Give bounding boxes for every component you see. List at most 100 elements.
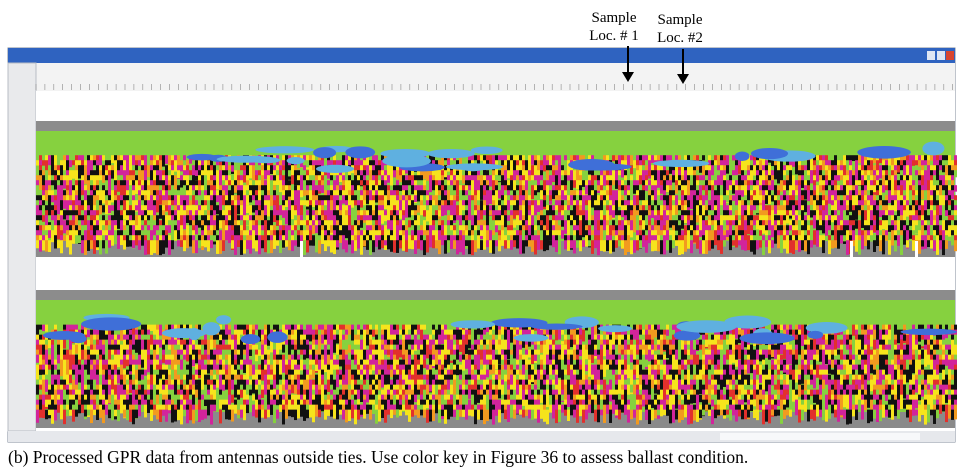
gpr-cell — [675, 220, 678, 230]
gpr-cell — [183, 235, 186, 241]
gpr-cell — [720, 205, 723, 215]
gpr-cell — [45, 355, 48, 365]
gpr-cell — [384, 240, 387, 245]
gpr-cell — [642, 235, 645, 247]
minimize-button[interactable] — [927, 51, 935, 60]
gpr-cell — [645, 240, 648, 253]
gpr-cell — [300, 190, 303, 197]
gpr-cell — [150, 160, 153, 166]
gpr-cell — [906, 240, 909, 247]
gpr-cell — [51, 410, 54, 424]
gpr-cell — [630, 240, 633, 254]
gpr-cell — [45, 240, 48, 251]
gpr-cell — [261, 195, 264, 207]
gpr-cell — [204, 175, 207, 188]
gpr-cell — [468, 240, 471, 254]
gpr-cell — [390, 180, 393, 185]
gpr-cell — [354, 240, 357, 251]
gpr-cell — [159, 195, 162, 204]
gpr-cell — [699, 220, 702, 225]
gpr-cell — [918, 155, 921, 160]
gpr-cell — [339, 175, 342, 182]
gpr-cell — [729, 170, 732, 175]
gpr-cell — [282, 190, 285, 195]
gpr-cell — [678, 195, 681, 201]
gpr-cell — [297, 225, 300, 231]
gpr-cell — [357, 185, 360, 191]
gpr-cell — [540, 230, 543, 239]
gpr-cell — [51, 205, 54, 210]
gpr-cell — [888, 195, 891, 203]
gpr-cell — [219, 240, 222, 254]
gpr-cell — [123, 230, 126, 235]
gpr-cell — [126, 195, 129, 200]
gpr-cell — [813, 230, 816, 244]
gpr-cell — [822, 210, 825, 215]
scroll-thumb[interactable] — [720, 433, 920, 440]
gpr-cell — [732, 185, 735, 194]
gpr-cell — [363, 215, 366, 220]
gpr-cell — [63, 410, 66, 425]
gpr-cell — [867, 240, 870, 249]
gpr-cell — [612, 230, 615, 236]
gpr-cell — [180, 240, 183, 247]
gpr-cell — [408, 210, 411, 217]
gpr-cell — [138, 240, 141, 250]
gpr-cell — [723, 175, 726, 180]
gpr-cell — [486, 240, 489, 247]
gpr-cell — [936, 190, 939, 196]
gpr-cell — [693, 215, 696, 226]
gpr-cell — [936, 220, 939, 226]
gpr-cell — [537, 205, 540, 212]
gpr-cell — [81, 155, 84, 160]
gpr-cell — [936, 175, 939, 181]
gpr-cell — [462, 185, 465, 191]
gpr-cell — [66, 240, 69, 247]
gpr-cell — [858, 240, 861, 254]
gpr-cell — [837, 185, 840, 191]
gpr-cell — [468, 230, 471, 235]
gpr-cell — [45, 400, 48, 407]
gpr-cell — [312, 225, 315, 234]
gpr-cell — [483, 190, 486, 196]
gpr-cell — [318, 160, 321, 165]
gpr-cell — [738, 165, 741, 174]
gpr-cell — [600, 205, 603, 210]
maximize-button[interactable] — [937, 51, 945, 60]
gpr-cell — [192, 240, 195, 253]
gpr-cell — [855, 220, 858, 229]
gpr-band — [36, 290, 955, 300]
gpr-cell — [843, 225, 846, 231]
gpr-cell — [351, 240, 354, 253]
gpr-cell — [147, 230, 150, 241]
gpr-cell — [105, 240, 108, 253]
gpr-cell — [654, 170, 657, 181]
gpr-cell — [159, 240, 162, 255]
gpr-cell — [345, 240, 348, 252]
gpr-cell — [117, 155, 120, 161]
gpr-cell — [69, 355, 72, 361]
gpr-cell — [90, 190, 93, 196]
gpr-cell — [702, 240, 705, 254]
gpr-cell — [573, 240, 576, 253]
gpr-cell — [87, 190, 90, 195]
close-button[interactable] — [946, 51, 954, 60]
gpr-cell — [54, 165, 57, 170]
gpr-cell — [921, 240, 924, 246]
gpr-cell — [735, 165, 738, 175]
gpr-cell — [711, 240, 714, 249]
gpr-cell — [255, 195, 258, 201]
gpr-cell — [747, 225, 750, 234]
gpr-cell — [480, 185, 483, 200]
gpr-cell — [771, 240, 774, 248]
gpr-cell — [558, 240, 561, 254]
gpr-cell — [435, 185, 438, 191]
gpr-cell — [657, 190, 660, 195]
gpr-cell — [606, 225, 609, 236]
gpr-cell — [387, 175, 390, 182]
gpr-cell — [216, 215, 219, 227]
gpr-cell — [888, 160, 891, 165]
gpr-cell — [636, 240, 639, 250]
gpr-cell — [603, 240, 606, 251]
gpr-cell — [213, 225, 216, 231]
